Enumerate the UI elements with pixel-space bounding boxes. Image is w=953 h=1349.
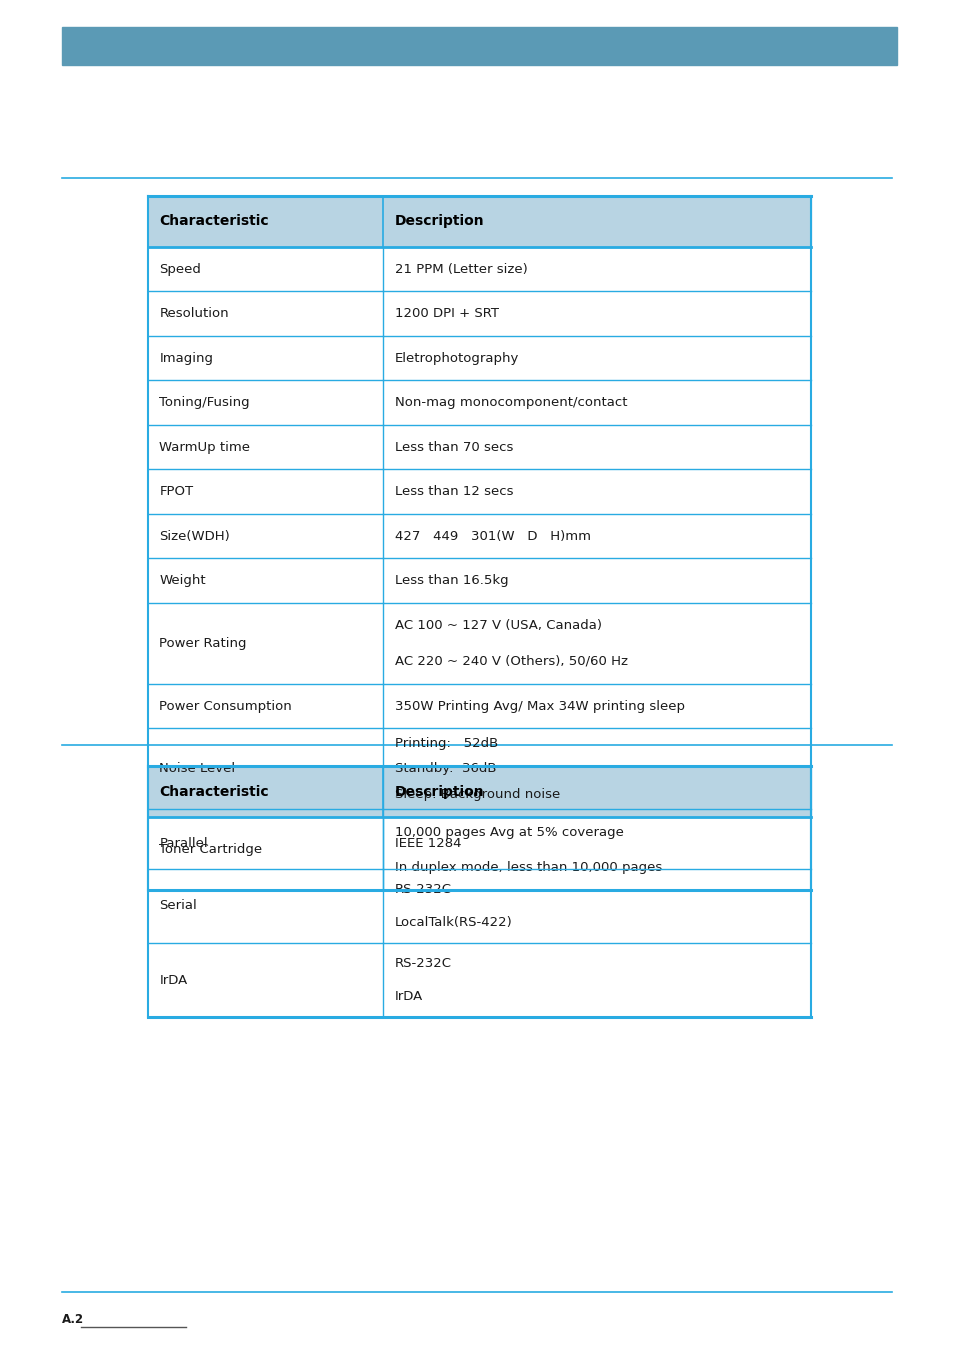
Text: 350W Printing Avg/ Max 34W printing sleep: 350W Printing Avg/ Max 34W printing slee… (395, 700, 684, 712)
Bar (148, 766, 810, 817)
Text: WarmUp time: WarmUp time (159, 441, 250, 453)
Text: IEEE 1284: IEEE 1284 (395, 836, 460, 850)
Text: AC 100 ~ 127 V (USA, Canada): AC 100 ~ 127 V (USA, Canada) (395, 619, 601, 633)
Text: Standby:  36dB: Standby: 36dB (395, 762, 496, 776)
Text: 427   449   301(W   D   H)mm: 427 449 301(W D H)mm (395, 530, 590, 542)
Text: IrDA: IrDA (395, 990, 422, 1002)
Text: Serial: Serial (159, 900, 197, 912)
Text: RS-232C: RS-232C (395, 884, 451, 896)
Text: A.2: A.2 (62, 1313, 84, 1326)
Text: Description: Description (395, 214, 484, 228)
Text: Sleep: Background noise: Sleep: Background noise (395, 788, 559, 801)
Text: Weight: Weight (159, 575, 206, 587)
Text: 10,000 pages Avg at 5% coverage: 10,000 pages Avg at 5% coverage (395, 826, 623, 839)
Text: Parallel: Parallel (159, 836, 208, 850)
Text: 21 PPM (Letter size): 21 PPM (Letter size) (395, 263, 527, 275)
Text: Imaging: Imaging (159, 352, 213, 364)
Text: Size(WDH): Size(WDH) (159, 530, 230, 542)
Text: LocalTalk(RS-422): LocalTalk(RS-422) (395, 916, 512, 928)
Text: Toner Cartridge: Toner Cartridge (159, 843, 262, 857)
Text: Resolution: Resolution (159, 308, 229, 320)
Text: Printing:   52dB: Printing: 52dB (395, 737, 497, 750)
Text: Less than 12 secs: Less than 12 secs (395, 486, 513, 498)
Text: FPOT: FPOT (159, 486, 193, 498)
Text: Speed: Speed (159, 263, 201, 275)
Text: In duplex mode, less than 10,000 pages: In duplex mode, less than 10,000 pages (395, 861, 661, 874)
Text: RS-232C: RS-232C (395, 958, 451, 970)
Text: Less than 16.5kg: Less than 16.5kg (395, 575, 508, 587)
Text: Characteristic: Characteristic (159, 785, 269, 799)
Bar (62, 27, 896, 65)
Text: IrDA: IrDA (159, 974, 188, 986)
Text: Characteristic: Characteristic (159, 214, 269, 228)
Text: Description: Description (395, 785, 484, 799)
Text: Less than 70 secs: Less than 70 secs (395, 441, 513, 453)
Text: Non-mag monocomponent/contact: Non-mag monocomponent/contact (395, 397, 626, 409)
Text: Noise Level: Noise Level (159, 762, 235, 776)
Text: Toning/Fusing: Toning/Fusing (159, 397, 250, 409)
Text: AC 220 ~ 240 V (Others), 50/60 Hz: AC 220 ~ 240 V (Others), 50/60 Hz (395, 654, 627, 668)
Text: Eletrophotography: Eletrophotography (395, 352, 518, 364)
Text: Power Rating: Power Rating (159, 637, 247, 650)
Text: 1200 DPI + SRT: 1200 DPI + SRT (395, 308, 498, 320)
Text: Power Consumption: Power Consumption (159, 700, 292, 712)
Bar (148, 196, 810, 247)
